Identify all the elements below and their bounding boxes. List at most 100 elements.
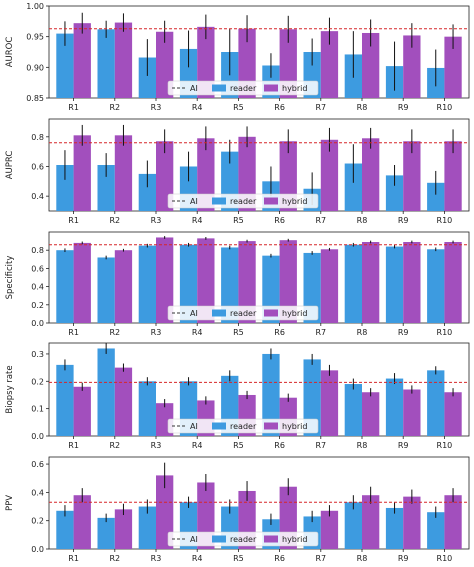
bar-reader [97, 165, 115, 211]
bar-hybrid [238, 136, 256, 211]
x-tick-label: R2 [109, 103, 120, 112]
bar-hybrid [279, 141, 297, 211]
legend: AI reader hybrid [167, 418, 319, 434]
legend-hybrid-label: hybrid [282, 535, 307, 544]
bar-hybrid [403, 242, 421, 323]
x-tick-label: R4 [192, 554, 203, 563]
axes-frame [48, 5, 470, 99]
bar-reader [138, 245, 156, 323]
bar-reader [385, 378, 404, 436]
bar-hybrid [403, 496, 421, 549]
bar-hybrid [320, 370, 339, 436]
y-tick-label: 0.4 [31, 192, 44, 201]
axes-frame [48, 342, 470, 437]
legend-hybrid-label: hybrid [282, 84, 307, 93]
bar-reader [56, 510, 74, 549]
legend-reader-label: reader [230, 535, 257, 544]
bar-hybrid [403, 35, 421, 98]
legend-box [167, 305, 319, 321]
bar-reader [427, 370, 445, 436]
y-tick-label: 0.95 [26, 33, 44, 42]
bar-reader [303, 359, 321, 436]
y-tick-label: 0.1 [31, 405, 44, 414]
x-tick-label: R8 [357, 216, 368, 225]
bar-hybrid [362, 32, 380, 99]
bar-hybrid [73, 495, 91, 549]
bar-hybrid [444, 242, 462, 323]
bar-hybrid [73, 23, 91, 99]
bar-hybrid [114, 367, 133, 436]
legend-reader-label: reader [230, 84, 257, 93]
x-tick-label: R10 [437, 103, 453, 112]
x-tick-label: R7 [315, 103, 326, 112]
bar-reader [97, 517, 115, 549]
y-tick-label: 0.85 [26, 94, 44, 103]
x-tick-label: R4 [192, 441, 203, 450]
bar-reader [179, 244, 198, 323]
x-tick-label: R6 [274, 216, 285, 225]
y-tick-label: 0.0 [31, 432, 44, 441]
y-tick-label: 0.0 [31, 319, 44, 328]
x-tick-label: R3 [151, 441, 162, 450]
legend-hybrid-label: hybrid [282, 197, 307, 206]
legend-reader-swatch [212, 197, 226, 205]
bar-hybrid [403, 141, 421, 211]
x-tick-label: R1 [68, 216, 79, 225]
bar-hybrid [320, 139, 339, 211]
bar-hybrid [444, 36, 462, 98]
bar-hybrid [73, 135, 91, 211]
y-axis-label: AUPRC [5, 151, 15, 180]
bar-hybrid [156, 141, 174, 211]
legend-box [167, 418, 319, 434]
legend-hybrid-swatch [264, 197, 278, 205]
x-tick-label: R8 [357, 103, 368, 112]
x-tick-label: R4 [192, 216, 203, 225]
x-tick-label: R1 [68, 328, 79, 337]
legend-ai-label: AI [190, 422, 198, 431]
bar-reader [427, 512, 445, 549]
bar-hybrid [114, 509, 133, 549]
y-axis-label: PPV [5, 495, 15, 511]
bar-reader [56, 165, 74, 211]
bar-reader [385, 507, 404, 549]
x-tick-label: R6 [274, 103, 285, 112]
y-tick-label: 0.0 [31, 545, 44, 554]
bar-reader [56, 250, 74, 323]
bar-hybrid [444, 392, 462, 436]
bar-reader [97, 348, 115, 436]
y-axis-label: Specificity [5, 256, 15, 300]
x-tick-label: R8 [357, 554, 368, 563]
legend: AI reader hybrid [167, 305, 319, 321]
chart-panel: PPV 0.0 0.2 0.4 0.6 R1 R2 R3 R4 R5 R6 R7 R8 R9 R10 AI re… [5, 456, 470, 563]
x-tick-label: R2 [109, 554, 120, 563]
bar-hybrid [320, 510, 339, 549]
x-tick-label: R7 [315, 216, 326, 225]
bar-hybrid [320, 249, 339, 323]
x-tick-label: R4 [192, 103, 203, 112]
y-tick-label: 0.6 [31, 162, 44, 171]
legend-box [167, 80, 319, 96]
chart-panel: Biopsy rate 0.0 0.1 0.2 0.3 R1 R2 R3 R4 R5 R6 R7 R8 R… [5, 342, 470, 450]
x-tick-label: R9 [398, 216, 409, 225]
x-tick-label: R7 [315, 554, 326, 563]
bar-hybrid [444, 141, 462, 211]
y-tick-label: 0.6 [31, 460, 44, 469]
x-tick-label: R3 [151, 328, 162, 337]
bar-hybrid [197, 238, 215, 323]
x-tick-label: R1 [68, 441, 79, 450]
legend-ai-label: AI [190, 309, 198, 318]
legend-reader-swatch [212, 84, 226, 92]
y-tick-label: 0.2 [31, 301, 44, 310]
bar-reader [262, 353, 280, 436]
bar-reader [344, 244, 362, 323]
x-tick-label: R5 [233, 441, 244, 450]
legend-reader-label: reader [230, 422, 257, 431]
y-tick-label: 1.00 [26, 2, 44, 11]
legend-ai-label: AI [190, 535, 198, 544]
chart-panel: AUPRC 0.4 0.6 0.8 R1 R2 R3 R4 R5 R6 R7 R8 R9 R10 AI rea… [5, 118, 470, 225]
bar-reader [427, 182, 445, 211]
bar-hybrid [279, 240, 297, 323]
x-tick-label: R6 [274, 441, 285, 450]
bar-reader [344, 163, 362, 211]
